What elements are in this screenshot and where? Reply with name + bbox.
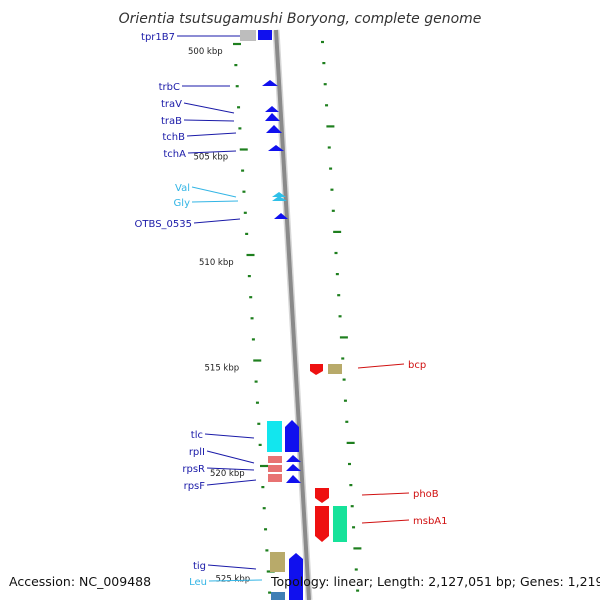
feature-arrow-rpsF [286, 475, 301, 483]
leader-line-gly [191, 200, 239, 203]
leader-line-tig [207, 564, 257, 570]
feature-block-blue-top [258, 30, 272, 40]
gene-label-leu[interactable]: Leu [189, 577, 207, 588]
feature-arrow-tchA [268, 145, 284, 151]
feature-arrow-bcp [310, 364, 323, 375]
gene-label-otbs_0535[interactable]: OTBS_0535 [135, 219, 192, 230]
map-title: Orientia tsutsugamushi Boryong, complete… [119, 11, 482, 27]
scale-label-505: 505 kbp [194, 153, 229, 163]
feature-glyphs [240, 30, 347, 600]
gene-label-rpsr[interactable]: rpsR [182, 464, 205, 475]
feature-arrow-OTBS-0535 [274, 213, 288, 219]
feature-arrow-phoB [315, 488, 329, 503]
gene-label-trav[interactable]: traV [161, 99, 182, 110]
gene-label-trbc[interactable]: trbC [159, 82, 180, 93]
gene-label-tpr1b7[interactable]: tpr1B7 [141, 32, 175, 43]
feature-arrow-msbA1 [315, 506, 329, 542]
feature-arrow-Val [272, 192, 286, 197]
leader-line-phob [361, 492, 410, 496]
scale-label-525: 525 kbp [216, 575, 251, 585]
gene-label-tig[interactable]: tig [193, 561, 206, 572]
gene-label-rpsf[interactable]: rpsF [184, 481, 206, 492]
leader-line-msba1 [361, 519, 410, 524]
scale-labels: 500 kbp 505 kbp 510 kbp 515 kbp 520 kbp 525 k… [188, 47, 250, 585]
gene-label-tcha[interactable]: tchA [163, 149, 186, 160]
gene-label-trab[interactable]: traB [161, 116, 182, 127]
scale-label-520: 520 kbp [210, 469, 245, 479]
feature-arrow-trbC [262, 80, 278, 86]
scale-label-500: 500 kbp [188, 47, 223, 57]
feature-block-olive-tig [270, 552, 285, 572]
leader-line-trab [183, 119, 235, 122]
feature-arrow-tchB [266, 125, 282, 133]
gene-label-gly[interactable]: Gly [174, 198, 191, 209]
leader-line-tchb [186, 132, 237, 137]
feature-block-cyan-tlc [267, 421, 282, 452]
gene-label-rpli[interactable]: rplI [189, 447, 205, 458]
leader-line-trav [183, 102, 235, 114]
feature-block-pink-2 [268, 465, 282, 472]
leader-line-rpli [206, 450, 255, 464]
leader-line-bcp [357, 363, 405, 369]
feature-arrow-traV [265, 106, 279, 112]
feature-block-steel-leu [271, 592, 285, 600]
feature-arrow-Gly [272, 196, 287, 201]
gene-label-val[interactable]: Val [175, 183, 190, 194]
genome-backbone [274, 29, 311, 600]
feature-arrow-tlc [285, 420, 299, 452]
gene-label-tchb[interactable]: tchB [162, 132, 185, 143]
feature-block-pink-3 [268, 474, 282, 482]
feature-arrow-tig [289, 553, 303, 600]
gene-label-bcp[interactable]: bcp [408, 360, 426, 371]
leader-line-rpsf [206, 479, 257, 486]
gene-label-tlc[interactable]: tlc [191, 430, 203, 441]
leader-line-rpsr [206, 467, 255, 471]
leader-line-leu [208, 579, 263, 582]
feature-arrow-traB [265, 113, 280, 121]
leader-line-val [191, 186, 237, 198]
scale-label-510: 510 kbp [199, 258, 234, 268]
leader-line-tlc [204, 433, 255, 439]
scale-label-515: 515 kbp [205, 364, 240, 374]
gene-labels: tpr1B7 trbC traV traB tchB tchA Val Gly OTBS_053… [135, 32, 448, 588]
feature-block-pink-1 [268, 456, 282, 463]
leader-line-tcha [187, 150, 237, 154]
feature-arrow-rplI [286, 455, 301, 462]
gene-label-msba1[interactable]: msbA1 [413, 516, 448, 527]
gene-label-phob[interactable]: phoB [413, 489, 439, 500]
feature-block-gray-top [240, 30, 256, 41]
tick-column-right [321, 40, 362, 592]
topology-label: Topology: linear; Length: 2,127,051 bp; … [270, 574, 600, 589]
feature-block-olive-bcp [328, 364, 342, 374]
leader-line-otbs_0535 [193, 218, 241, 224]
feature-arrow-rpsR [286, 464, 301, 471]
accession-label: Accession: NC_009488 [9, 574, 151, 589]
feature-block-green-msbA1 [333, 506, 347, 542]
tick-column-left [233, 42, 275, 594]
